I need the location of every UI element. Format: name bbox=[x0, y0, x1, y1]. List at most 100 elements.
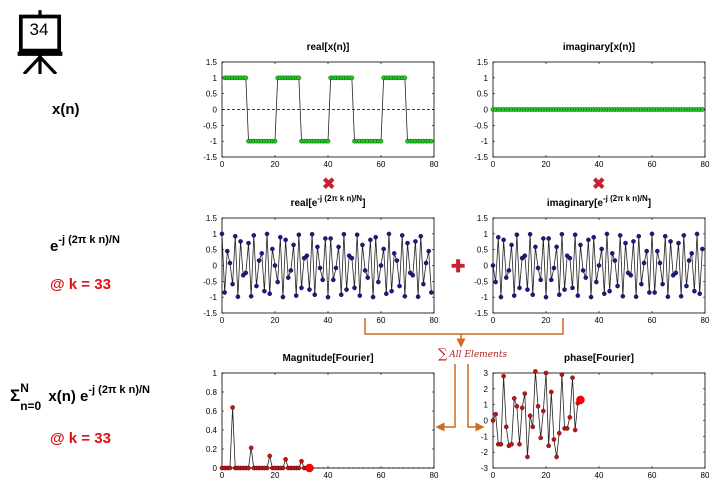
data-point bbox=[607, 288, 612, 294]
x-tick-label: 0 bbox=[491, 160, 496, 169]
data-point bbox=[299, 285, 304, 291]
data-point bbox=[399, 233, 405, 238]
data-point bbox=[503, 275, 509, 280]
data-point bbox=[323, 236, 328, 241]
y-tick-label: 0 bbox=[213, 262, 218, 271]
series-line bbox=[492, 233, 703, 298]
x-tick-label: 20 bbox=[542, 316, 551, 325]
basis-label-exponent: -j (2π k n)/N bbox=[58, 234, 120, 246]
data-point bbox=[522, 253, 528, 258]
data-point bbox=[562, 287, 567, 292]
data-point bbox=[509, 242, 514, 248]
data-point bbox=[296, 232, 302, 237]
x-tick-label: 20 bbox=[271, 160, 280, 169]
y-tick-label: -1 bbox=[210, 137, 218, 146]
data-point bbox=[256, 258, 262, 263]
chart-title-main: real[e bbox=[291, 198, 318, 209]
data-point bbox=[259, 251, 265, 256]
x-tick-label: 40 bbox=[324, 160, 333, 169]
data-point bbox=[551, 265, 557, 271]
y-tick-label: 0.2 bbox=[206, 445, 218, 454]
data-point bbox=[238, 239, 243, 244]
data-point bbox=[527, 231, 533, 237]
y-tick-label: 0.4 bbox=[206, 426, 218, 435]
x-tick-label: 60 bbox=[377, 471, 386, 480]
y-tick-label: -1.5 bbox=[474, 153, 488, 162]
data-point bbox=[511, 293, 517, 298]
y-tick-label: -2 bbox=[481, 448, 489, 457]
data-point bbox=[546, 236, 551, 241]
x-tick-label: 80 bbox=[430, 471, 439, 480]
y-tick-label: -0.5 bbox=[474, 121, 488, 130]
data-point bbox=[317, 265, 323, 271]
data-point bbox=[498, 441, 504, 447]
data-point bbox=[357, 293, 363, 298]
x-tick-label: 80 bbox=[701, 471, 710, 480]
data-point bbox=[538, 435, 543, 441]
data-point bbox=[338, 292, 344, 298]
data-point bbox=[559, 372, 565, 377]
data-point bbox=[559, 231, 565, 237]
data-point bbox=[227, 260, 233, 266]
data-point bbox=[673, 270, 679, 276]
data-point bbox=[307, 287, 312, 292]
data-point bbox=[421, 281, 426, 287]
y-tick-label: -1.5 bbox=[203, 309, 217, 318]
data-point bbox=[490, 263, 496, 268]
data-point bbox=[631, 239, 636, 244]
data-point bbox=[617, 233, 623, 238]
data-point bbox=[219, 231, 225, 237]
chart-title-main: imaginary[e bbox=[547, 198, 604, 209]
data-point bbox=[429, 138, 434, 144]
data-point bbox=[649, 231, 655, 237]
data-point bbox=[583, 275, 589, 280]
data-point bbox=[349, 255, 355, 261]
data-point bbox=[570, 375, 575, 381]
y-tick-label: 1 bbox=[484, 74, 489, 83]
flow-arrows bbox=[364, 318, 564, 432]
y-tick-label: -1 bbox=[481, 293, 489, 302]
data-point bbox=[328, 236, 333, 241]
data-point bbox=[556, 430, 562, 436]
data-point bbox=[230, 281, 235, 287]
y-tick-label: 0 bbox=[484, 262, 489, 271]
data-point bbox=[660, 281, 665, 287]
chart-title: phase[Fourier] bbox=[564, 353, 634, 364]
chart-phase: phase[Fourier] 0 20 40 60 80 -3 -2 -1 0 1 2 3 bbox=[481, 353, 710, 480]
data-point bbox=[405, 240, 410, 246]
highlight-point bbox=[576, 395, 585, 405]
dft-sum-exponent: -j (2π k n)/N bbox=[88, 384, 150, 396]
data-point bbox=[493, 411, 498, 417]
data-point bbox=[296, 75, 302, 81]
data-point bbox=[325, 138, 331, 144]
data-point bbox=[254, 283, 259, 289]
data-point bbox=[556, 292, 562, 298]
data-point bbox=[373, 235, 378, 240]
data-point bbox=[280, 294, 286, 300]
y-tick-label: 1 bbox=[213, 230, 218, 239]
data-point bbox=[668, 239, 673, 244]
data-point bbox=[501, 373, 506, 379]
chart-title-exponent: -j (2π k n)/N bbox=[603, 194, 648, 203]
x-tick-label: 80 bbox=[430, 316, 439, 325]
data-point bbox=[304, 253, 310, 258]
x-tick-label: 0 bbox=[220, 316, 225, 325]
chart-title: Magnitude[Fourier] bbox=[282, 353, 373, 364]
data-point bbox=[267, 291, 272, 296]
x-tick-label: 80 bbox=[701, 160, 710, 169]
basis-label-main: e bbox=[50, 238, 59, 255]
data-point bbox=[620, 294, 626, 299]
chart-magnitude: Magnitude[Fourier] 0 20 40 60 80 0 0.2 0.4 0.6 0.8… bbox=[206, 353, 439, 480]
y-tick-label: -1 bbox=[481, 432, 489, 441]
data-point bbox=[413, 239, 418, 244]
data-point bbox=[423, 260, 429, 266]
data-point bbox=[501, 237, 506, 243]
data-point bbox=[509, 441, 514, 447]
y-tick-label: 0 bbox=[213, 106, 218, 115]
x-tick-label: 0 bbox=[491, 471, 496, 480]
y-tick-label: 0.5 bbox=[206, 246, 218, 255]
data-point bbox=[312, 292, 318, 298]
data-point bbox=[368, 237, 373, 243]
data-point bbox=[299, 458, 304, 464]
